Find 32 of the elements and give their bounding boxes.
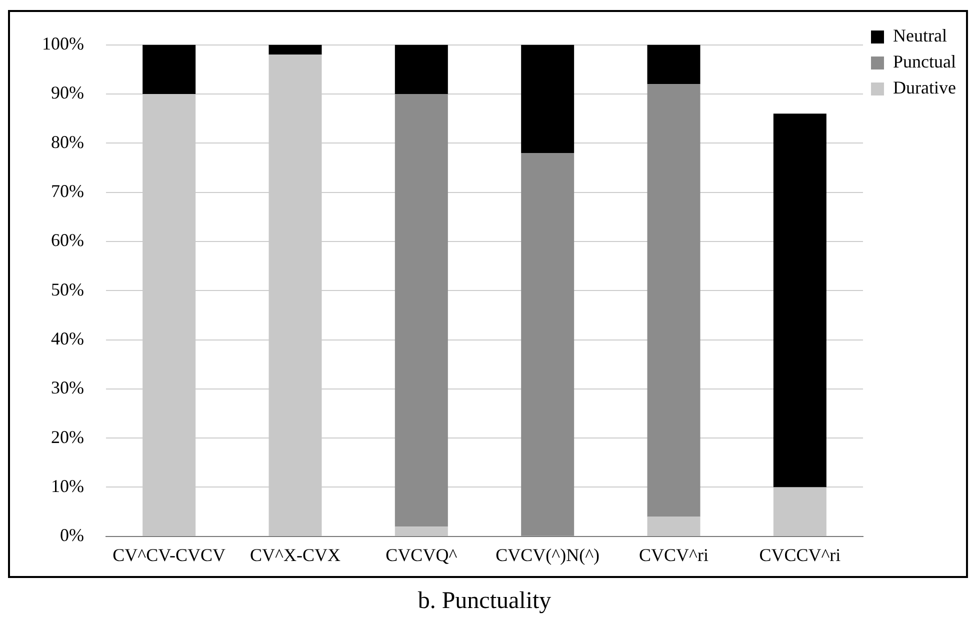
y-tick-label: 80% <box>50 132 84 152</box>
y-tick-label: 40% <box>50 328 84 348</box>
x-tick-label: CV^CV-CVCV <box>112 544 226 565</box>
bar <box>647 516 700 536</box>
bar <box>394 44 448 94</box>
y-tick-label: 10% <box>50 476 84 496</box>
y-tick-label: 30% <box>50 378 84 398</box>
x-tick-label: CVCVQ^ <box>386 544 458 565</box>
y-tick-label: 0% <box>60 525 84 546</box>
legend-label: Punctual <box>893 52 956 72</box>
bar <box>521 152 574 536</box>
y-tick-label: 20% <box>50 426 84 447</box>
x-tick-label: CVCCV^ri <box>759 544 841 565</box>
bar <box>142 44 196 94</box>
y-tick-label: 50% <box>50 279 84 300</box>
text: b. Punctuality <box>416 588 552 615</box>
x-tick-label: CVCV^ri <box>639 544 708 565</box>
bar <box>268 44 322 55</box>
y-tick-label: 90% <box>50 82 84 103</box>
x-tick-label: CVCV(^)N(^) <box>496 544 600 565</box>
bar <box>773 114 826 488</box>
bar <box>647 84 700 517</box>
legend-label: Durative <box>893 78 956 98</box>
bar <box>394 94 448 527</box>
bar <box>394 526 448 536</box>
y-tick-label: 70% <box>50 181 84 202</box>
bar <box>647 44 700 84</box>
y-tick-label: 60% <box>50 230 84 250</box>
y-tick-label: 100% <box>42 34 84 54</box>
x-tick-label: CV^X-CVX <box>250 544 340 565</box>
bar <box>521 44 574 153</box>
legend-label: Neutral <box>893 26 947 46</box>
